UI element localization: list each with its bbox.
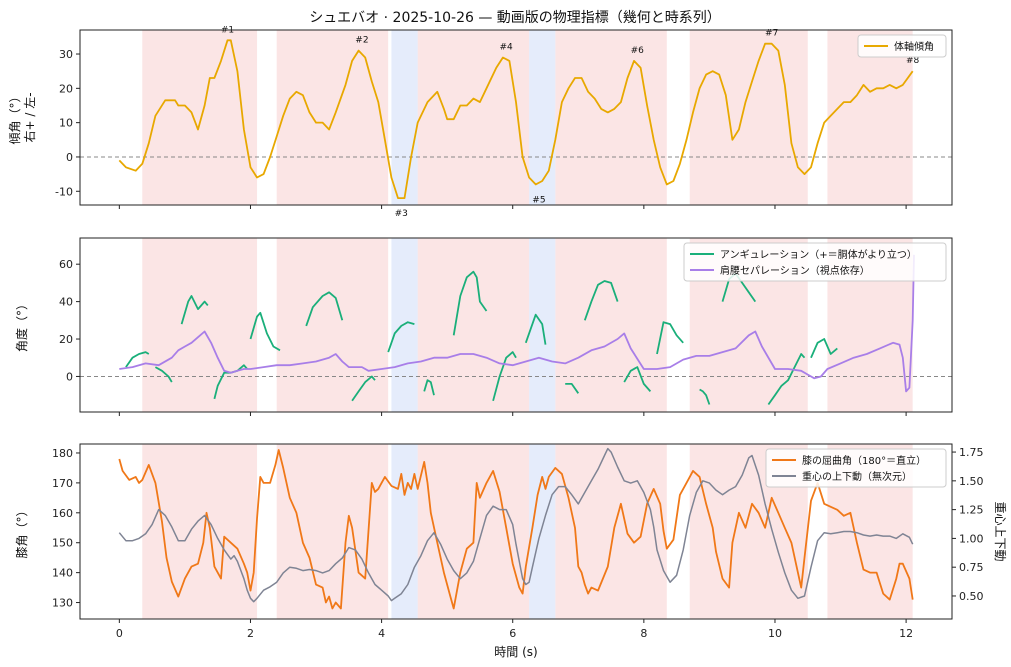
y-axis-label-right: 重心上下動: [993, 501, 1007, 561]
peak-annotation: #8: [906, 56, 920, 66]
y-tick-label: 10: [59, 117, 73, 130]
series-line-segment: [387, 321, 415, 353]
x-tick-label: 4: [378, 627, 385, 640]
y-tick-label-right: 1.50: [959, 475, 984, 488]
series-line-segment: [305, 291, 344, 327]
legend-label: アンギュレーション（+＝胴体がより立つ）: [720, 248, 917, 261]
x-axis-label: 時間 (s): [494, 645, 537, 659]
series-line-segment: [154, 366, 173, 383]
legend-label: 肩腰セパレーション（視点依存）: [720, 264, 870, 277]
series-line-segment: [125, 351, 150, 368]
phase-band-red: [827, 30, 913, 205]
phase-band-red: [142, 444, 258, 619]
series-line-segment: [767, 353, 806, 406]
phase-band-red: [555, 30, 667, 205]
phase-band-red: [417, 30, 530, 205]
phase-band-red: [276, 444, 389, 619]
chart-title: シュエバオ · 2025-10-26 — 動画版の物理指標（幾何と時系列）: [309, 10, 721, 26]
y-tick-label: 60: [59, 258, 73, 271]
panel-knee: 130 140 150 160 170 180 0.50 0.75 1.00 1.25 1.50 1…: [15, 443, 1007, 623]
y-tick-label: 0: [66, 370, 73, 383]
phase-band-red: [417, 238, 530, 412]
series-line-segment: [656, 321, 684, 355]
y-tick-label-right: 0.75: [959, 561, 984, 574]
phase-band-red: [555, 238, 667, 412]
y-tick-label-right: 1.00: [959, 532, 984, 545]
axes-frame: [79, 237, 953, 413]
x-tick-label: 2: [247, 627, 254, 640]
y-tick-label: -10: [55, 185, 73, 198]
y-tick-label: 20: [59, 333, 73, 346]
phase-band-blue: [391, 444, 418, 619]
series-line: [119, 254, 915, 393]
x-tick-label: 8: [640, 627, 647, 640]
y-tick-label: 160: [52, 507, 73, 520]
peak-annotation: #2: [355, 36, 368, 46]
phase-band-red: [142, 30, 258, 205]
phase-band-red: [276, 30, 389, 205]
y-tick-label: 40: [59, 296, 73, 309]
series-line-segment: [180, 295, 209, 325]
y-tick-label-right: 1.25: [959, 504, 984, 517]
phase-band-red: [555, 444, 667, 619]
y-tick-label: 170: [52, 477, 73, 490]
phase-band-red: [276, 238, 389, 412]
phase-band-red: [142, 238, 258, 412]
y-tick-label: 130: [52, 597, 73, 610]
phase-band-blue: [391, 30, 418, 205]
legend-box: [683, 242, 947, 282]
series-line-segment: [810, 338, 838, 359]
x-tick-label: 10: [768, 627, 782, 640]
series-line-segment: [623, 366, 652, 392]
y-tick-label: 150: [52, 537, 73, 550]
series-line-segment: [583, 280, 619, 321]
y-tick-label: 30: [59, 48, 73, 61]
x-tick-label: 12: [899, 627, 913, 640]
x-tick-label: 6: [509, 627, 516, 640]
series-line-segment: [524, 313, 547, 345]
axes-frame: [79, 29, 953, 206]
peak-annotation: #5: [532, 195, 545, 205]
series-line-segment: [423, 379, 435, 396]
peak-annotation: #4: [500, 42, 514, 52]
y-tick-label: 20: [59, 82, 73, 95]
peak-annotation: #6: [631, 46, 645, 56]
legend-label: 重心の上下動（無次元）: [802, 470, 912, 483]
y-axis-label: 傾角（°）右+ / 左-: [8, 90, 37, 144]
series-line: [118, 39, 914, 199]
y-axis-label: 角度（°）: [14, 298, 29, 352]
series-line-segment: [249, 311, 281, 352]
x-axis-ticks: 0 2 4 6 8 10 12: [116, 627, 913, 640]
peak-annotation: #3: [395, 209, 408, 219]
y-tick-label-right: 1.75: [959, 446, 984, 459]
peak-annotation: #7: [765, 29, 778, 39]
legend-label: 体軸傾角: [894, 40, 934, 53]
y-tick-label: 0: [66, 151, 73, 164]
series-line-segment: [452, 270, 488, 336]
phase-band-blue: [529, 444, 556, 619]
legend-box: [857, 34, 947, 58]
series-line-segment: [699, 388, 711, 405]
phase-band-blue: [529, 30, 556, 205]
series-line-segment: [351, 375, 376, 402]
y-tick-label: 180: [52, 447, 73, 460]
x-tick-label: 0: [116, 627, 123, 640]
y-tick-label: 140: [52, 567, 73, 580]
axes-frame: [79, 443, 953, 620]
series-line-segment: [565, 383, 580, 394]
y-tick-label-right: 0.50: [959, 590, 984, 603]
series-line: [118, 447, 914, 603]
series-line-segment: [492, 351, 517, 402]
panel-angles: 0 20 40 60 アンギュレーション（+＝胴体がより立つ） 肩腰セパレーション（視点…: [14, 237, 953, 416]
y-axis-label: 膝角（°）: [15, 504, 29, 558]
series-line: [118, 449, 914, 610]
phase-band-red: [689, 30, 808, 205]
legend-box: [765, 448, 947, 488]
legend-label: 膝の屈曲角（180°＝直立）: [802, 454, 926, 467]
